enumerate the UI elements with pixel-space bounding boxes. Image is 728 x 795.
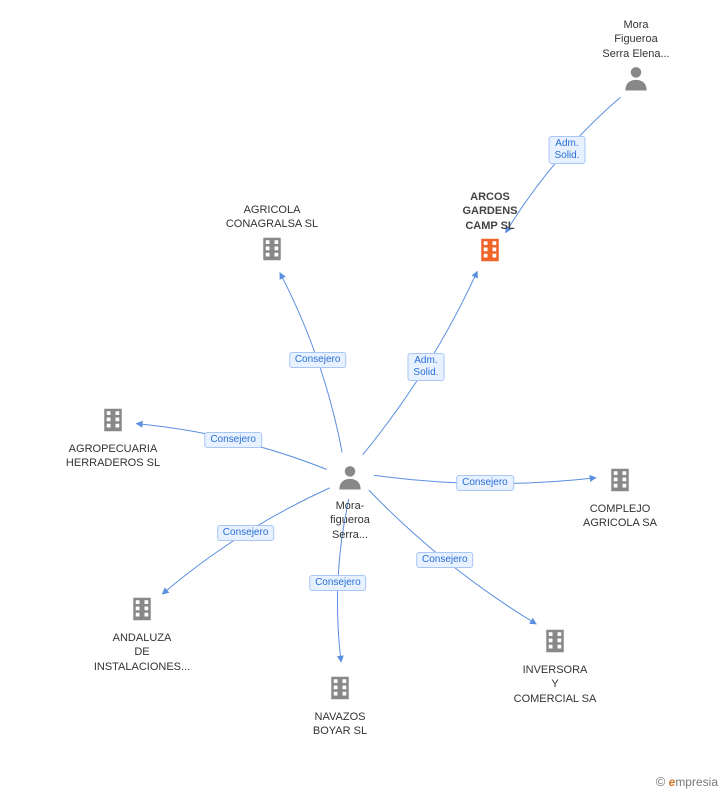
node-label[interactable]: Mora- figueroa Serra... — [295, 499, 405, 542]
building-icon[interactable] — [58, 405, 168, 440]
building-icon[interactable] — [217, 234, 327, 269]
node-label[interactable]: COMPLEJO AGRICOLA SA — [565, 502, 675, 531]
company-node-agricola_conagralsa[interactable]: AGRICOLA CONAGRALSA SL — [217, 203, 327, 271]
company-node-navazos[interactable]: NAVAZOS BOYAR SL — [285, 671, 395, 739]
company-node-inversora[interactable]: INVERSORA Y COMERCIAL SA — [500, 624, 610, 706]
edge-label[interactable]: Consejero — [204, 432, 262, 448]
edge-label[interactable]: Adm. Solid. — [407, 353, 444, 381]
copyright-symbol: © — [656, 774, 666, 789]
company-node-andaluza[interactable]: ANDALUZA DE INSTALACIONES... — [87, 592, 197, 674]
edge-label[interactable]: Consejero — [416, 552, 474, 568]
company-node-agropecuaria[interactable]: AGROPECUARIA HERRADEROS SL — [58, 403, 168, 471]
network-canvas: Adm. Solid. Adm. Solid. Consejero Consejero… — [0, 0, 728, 795]
node-label[interactable]: NAVAZOS BOYAR SL — [285, 710, 395, 739]
person-icon[interactable] — [581, 63, 691, 98]
edge-label[interactable]: Consejero — [217, 525, 275, 541]
node-label[interactable]: INVERSORA Y COMERCIAL SA — [500, 663, 610, 706]
building-icon[interactable] — [500, 626, 610, 661]
node-label[interactable]: Mora Figueroa Serra Elena... — [581, 18, 691, 61]
brand-name: empresia — [669, 775, 718, 789]
node-label[interactable]: ANDALUZA DE INSTALACIONES... — [87, 631, 197, 674]
building-icon[interactable] — [565, 465, 675, 500]
building-icon[interactable] — [87, 594, 197, 629]
edge-label[interactable]: Consejero — [456, 475, 514, 491]
edge-label[interactable]: Adm. Solid. — [548, 136, 585, 164]
node-label[interactable]: ARCOS GARDENS CAMP SL — [435, 190, 545, 233]
building-icon[interactable] — [285, 673, 395, 708]
edge-label[interactable]: Consejero — [309, 575, 367, 591]
person-icon[interactable] — [295, 462, 405, 497]
person-node-top_person[interactable]: Mora Figueroa Serra Elena... — [581, 18, 691, 100]
watermark: © empresia — [656, 774, 718, 789]
person-node-center_person[interactable]: Mora- figueroa Serra... — [295, 460, 405, 542]
edge-label[interactable]: Consejero — [289, 352, 347, 368]
building-icon[interactable] — [435, 235, 545, 270]
company-node-arcos[interactable]: ARCOS GARDENS CAMP SL — [435, 190, 545, 272]
company-node-complejo[interactable]: COMPLEJO AGRICOLA SA — [565, 463, 675, 531]
node-label[interactable]: AGROPECUARIA HERRADEROS SL — [58, 442, 168, 471]
node-label[interactable]: AGRICOLA CONAGRALSA SL — [217, 203, 327, 232]
